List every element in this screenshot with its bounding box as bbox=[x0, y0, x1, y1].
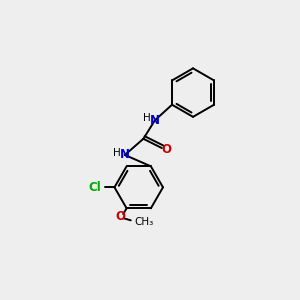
Text: O: O bbox=[161, 143, 171, 156]
Text: O: O bbox=[116, 210, 126, 223]
Text: H: H bbox=[143, 113, 151, 124]
Text: N: N bbox=[150, 114, 160, 127]
Text: H: H bbox=[113, 148, 121, 158]
Text: N: N bbox=[120, 148, 130, 161]
Text: Cl: Cl bbox=[88, 181, 101, 194]
Text: CH₃: CH₃ bbox=[135, 217, 154, 227]
